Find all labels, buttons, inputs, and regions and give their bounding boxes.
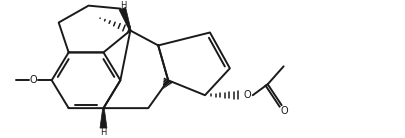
Text: H: H	[100, 128, 107, 136]
Polygon shape	[119, 7, 131, 31]
Polygon shape	[100, 108, 107, 128]
Text: H: H	[120, 1, 126, 10]
Text: O: O	[243, 90, 251, 100]
Text: O: O	[30, 75, 38, 85]
Text: O: O	[280, 106, 288, 116]
